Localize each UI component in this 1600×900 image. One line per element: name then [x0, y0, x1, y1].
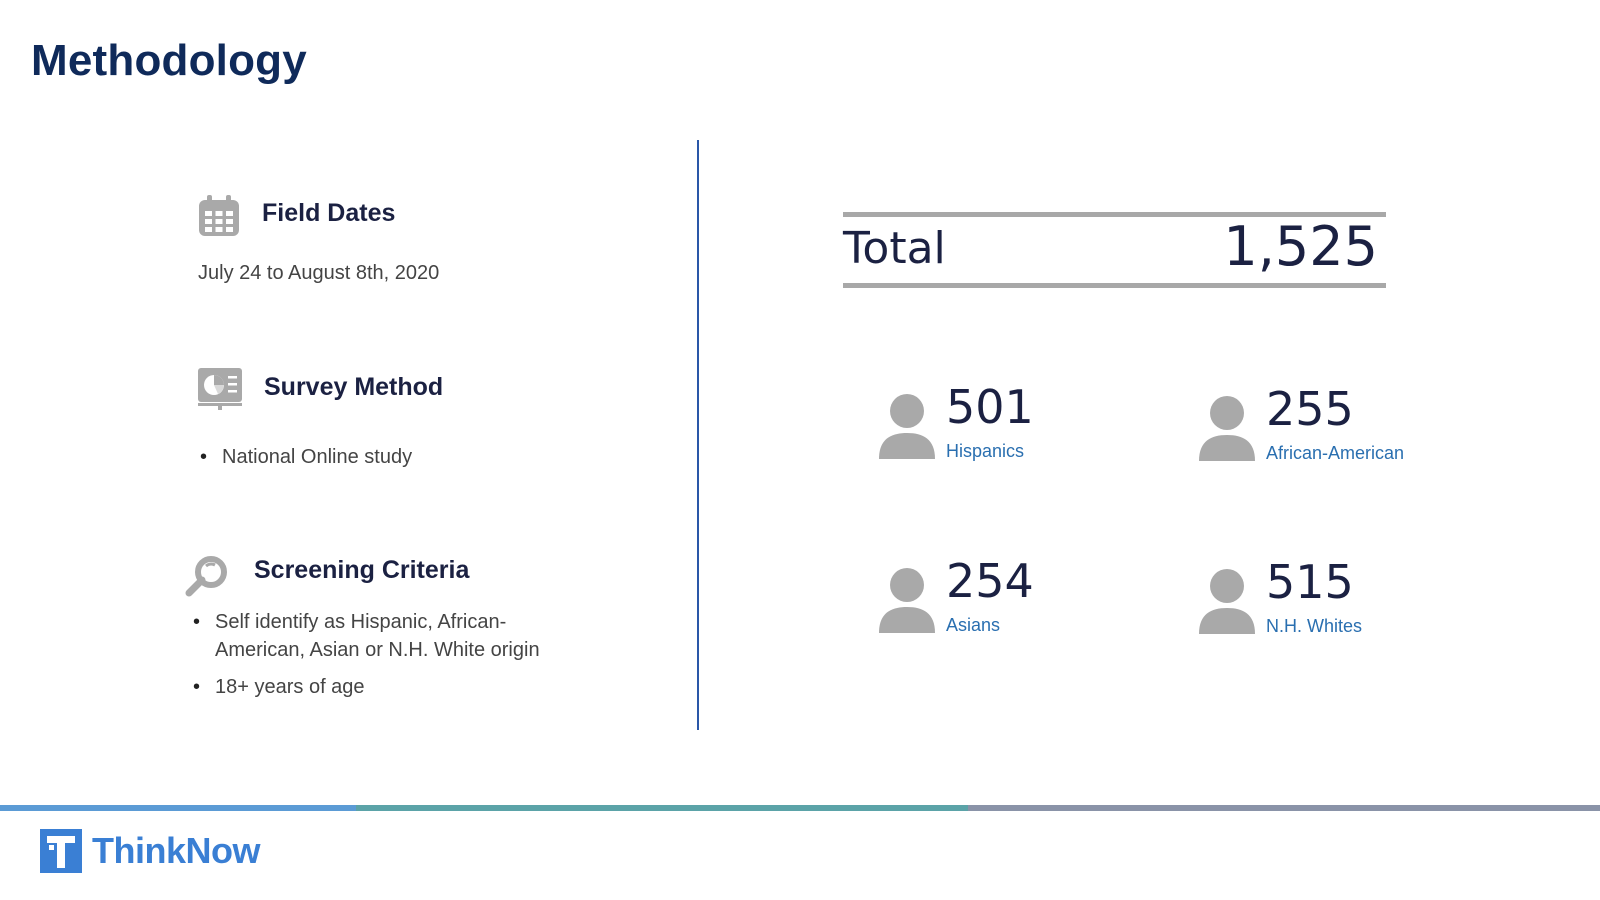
person-icon: [1199, 396, 1255, 461]
survey-method-list: National Online study: [200, 443, 620, 471]
magnifier-icon: [184, 555, 228, 604]
list-item: National Online study: [200, 443, 620, 471]
footer-bar-segment: [356, 805, 968, 811]
stat-value: 255: [1266, 382, 1354, 436]
field-dates-text: July 24 to August 8th, 2020: [198, 262, 440, 284]
stat-hispanics: 501 Hispanics: [878, 380, 1178, 468]
brand-logo: ThinkNow: [40, 829, 260, 873]
person-icon: [879, 568, 935, 633]
stat-value: 501: [946, 380, 1034, 434]
screening-list: Self identify as Hispanic, African-Ameri…: [193, 608, 593, 701]
total-label: Total: [843, 223, 946, 274]
person-icon: [879, 394, 935, 459]
field-dates-title: Field Dates: [262, 199, 396, 227]
thinknow-logo-icon: [40, 829, 82, 873]
total-value: 1,525: [1223, 215, 1378, 278]
stat-asians: 254 Asians: [878, 554, 1178, 642]
calendar-icon: [197, 194, 241, 243]
brand-name: ThinkNow: [92, 830, 260, 871]
column-divider: [697, 140, 699, 730]
total-box: Total 1,525: [843, 212, 1386, 288]
person-icon: [1199, 569, 1255, 634]
presentation-chart-icon: [197, 367, 243, 416]
page-title: Methodology: [31, 36, 307, 85]
footer-bar-segment: [968, 805, 1600, 811]
list-item: 18+ years of age: [193, 673, 593, 701]
stat-nh-whites: 515 N.H. Whites: [1198, 555, 1498, 643]
stat-label: Asians: [946, 615, 1001, 635]
stat-label: N.H. Whites: [1266, 616, 1363, 636]
stat-label: Hispanics: [946, 441, 1025, 461]
survey-method-title: Survey Method: [264, 373, 444, 401]
list-item: Self identify as Hispanic, African-Ameri…: [193, 608, 593, 664]
footer-bar-segment: [0, 805, 356, 811]
stat-label: African-American: [1266, 443, 1405, 463]
screening-title: Screening Criteria: [254, 556, 470, 584]
stat-value: 515: [1266, 555, 1354, 609]
stat-value: 254: [946, 554, 1034, 608]
stat-african-american: 255 African-American: [1198, 382, 1498, 470]
